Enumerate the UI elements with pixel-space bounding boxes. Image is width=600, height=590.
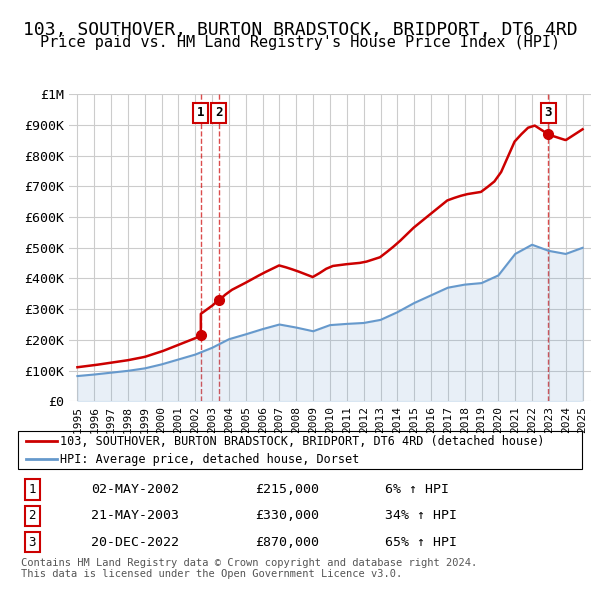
Text: 103, SOUTHOVER, BURTON BRADSTOCK, BRIDPORT, DT6 4RD (detached house): 103, SOUTHOVER, BURTON BRADSTOCK, BRIDPO… — [60, 435, 545, 448]
Text: £330,000: £330,000 — [255, 509, 319, 522]
Text: HPI: Average price, detached house, Dorset: HPI: Average price, detached house, Dors… — [60, 453, 359, 466]
Text: 21-MAY-2003: 21-MAY-2003 — [91, 509, 179, 522]
Text: This data is licensed under the Open Government Licence v3.0.: This data is licensed under the Open Gov… — [21, 569, 402, 579]
Text: 20-DEC-2022: 20-DEC-2022 — [91, 536, 179, 549]
Text: 65% ↑ HPI: 65% ↑ HPI — [385, 536, 457, 549]
Text: 6% ↑ HPI: 6% ↑ HPI — [385, 483, 449, 496]
Text: £870,000: £870,000 — [255, 536, 319, 549]
Text: £215,000: £215,000 — [255, 483, 319, 496]
Text: 1: 1 — [28, 483, 36, 496]
Text: 2: 2 — [28, 509, 36, 522]
Text: 3: 3 — [28, 536, 36, 549]
Text: 3: 3 — [544, 106, 552, 119]
Text: 1: 1 — [197, 106, 205, 119]
Text: Contains HM Land Registry data © Crown copyright and database right 2024.: Contains HM Land Registry data © Crown c… — [21, 558, 477, 568]
Text: 34% ↑ HPI: 34% ↑ HPI — [385, 509, 457, 522]
Text: 02-MAY-2002: 02-MAY-2002 — [91, 483, 179, 496]
Text: 103, SOUTHOVER, BURTON BRADSTOCK, BRIDPORT, DT6 4RD: 103, SOUTHOVER, BURTON BRADSTOCK, BRIDPO… — [23, 21, 577, 39]
Text: 2: 2 — [215, 106, 222, 119]
Text: Price paid vs. HM Land Registry's House Price Index (HPI): Price paid vs. HM Land Registry's House … — [40, 35, 560, 50]
